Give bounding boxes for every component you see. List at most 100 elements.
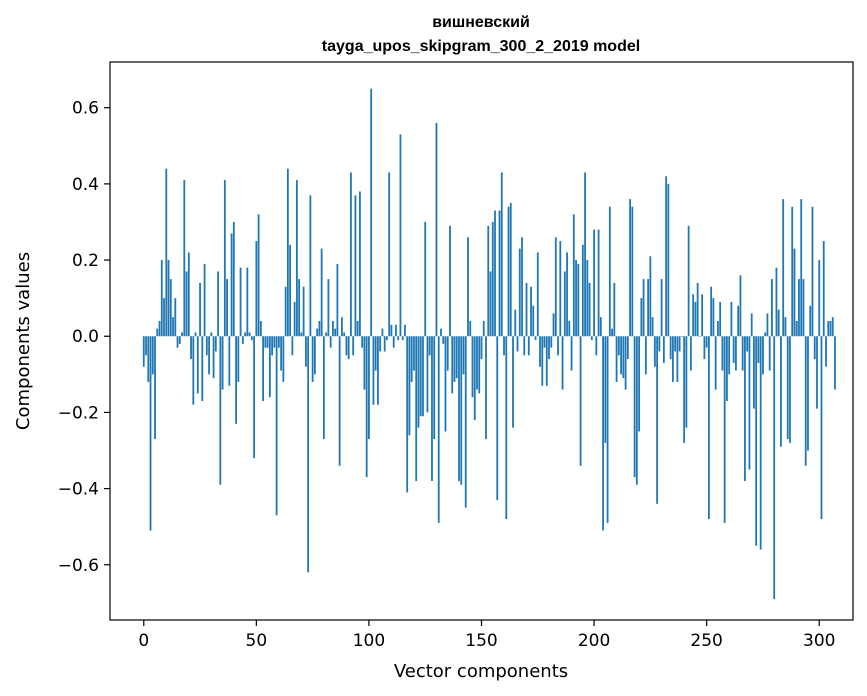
bar <box>543 336 546 348</box>
bar <box>494 210 496 337</box>
bar <box>404 324 406 337</box>
bar <box>764 332 767 337</box>
bar <box>714 336 717 390</box>
x-tick-label: 50 <box>246 631 268 651</box>
y-tick-label: −0.2 <box>58 403 99 423</box>
bar <box>622 336 625 379</box>
bar <box>584 172 586 337</box>
bar <box>624 336 627 390</box>
bar <box>541 336 544 386</box>
bar <box>676 336 679 382</box>
bar <box>446 336 449 371</box>
bar <box>160 260 163 337</box>
bar <box>455 336 458 379</box>
bar <box>176 336 179 348</box>
bar <box>424 221 427 337</box>
bar <box>361 336 364 348</box>
bar <box>183 180 186 337</box>
bar <box>599 317 602 337</box>
bar <box>780 336 782 447</box>
bar <box>440 328 442 337</box>
bar <box>653 336 656 367</box>
bar <box>214 336 217 352</box>
bar <box>239 267 242 337</box>
bar <box>687 225 690 337</box>
bar <box>374 336 377 371</box>
bar <box>500 172 503 337</box>
bar <box>699 336 701 337</box>
bar <box>244 332 246 337</box>
bar <box>325 332 328 337</box>
bar <box>777 309 780 337</box>
bar <box>390 324 393 337</box>
bar <box>462 336 465 375</box>
bar <box>726 336 728 401</box>
bar <box>381 328 384 337</box>
bar <box>568 321 571 337</box>
bar <box>464 336 467 508</box>
bar <box>532 305 535 337</box>
bar <box>343 332 346 337</box>
bar <box>611 328 613 337</box>
bar <box>154 336 156 440</box>
bar <box>509 202 512 337</box>
bar <box>683 336 686 443</box>
bar <box>602 336 604 531</box>
bar <box>604 336 607 443</box>
bar <box>397 336 400 341</box>
bar <box>422 336 424 417</box>
bar <box>694 301 697 337</box>
bar <box>784 317 787 337</box>
bar <box>241 336 244 344</box>
bar <box>667 183 670 337</box>
bar <box>300 332 303 337</box>
bar <box>334 328 337 337</box>
bar <box>525 282 528 337</box>
bar <box>665 176 668 337</box>
bar <box>586 260 589 337</box>
bar <box>282 336 285 382</box>
bar <box>590 336 593 341</box>
bar <box>809 305 812 337</box>
bar <box>685 336 688 428</box>
bar <box>228 336 231 386</box>
bar <box>692 294 695 337</box>
bar <box>237 336 240 382</box>
bar <box>759 336 762 550</box>
bar <box>345 336 348 356</box>
bar <box>365 336 368 478</box>
bar <box>190 336 192 360</box>
bar <box>194 332 197 337</box>
bar <box>255 241 258 337</box>
bar <box>257 214 260 337</box>
chart-title: вишневский <box>432 14 530 31</box>
bar <box>642 279 645 337</box>
bar <box>203 263 206 337</box>
bar <box>264 336 267 348</box>
bar <box>410 336 413 382</box>
bar <box>570 336 573 371</box>
bar <box>352 336 355 356</box>
bar <box>579 336 582 466</box>
bar <box>626 336 629 360</box>
bar <box>746 336 749 352</box>
bar <box>199 282 201 337</box>
bar <box>293 301 296 337</box>
bar <box>804 336 807 466</box>
bar <box>280 336 283 371</box>
bar <box>485 336 487 440</box>
bar <box>356 321 359 337</box>
bar <box>516 336 519 352</box>
bar <box>669 336 672 360</box>
bar <box>248 332 251 337</box>
bar <box>359 191 361 337</box>
bar <box>575 260 577 337</box>
bar <box>606 336 609 523</box>
y-axis-label: Components values <box>13 252 34 430</box>
bar <box>658 336 661 352</box>
bar <box>208 336 210 375</box>
bar <box>322 336 325 440</box>
bar <box>156 328 159 337</box>
bar <box>304 336 307 367</box>
bar <box>629 199 631 337</box>
